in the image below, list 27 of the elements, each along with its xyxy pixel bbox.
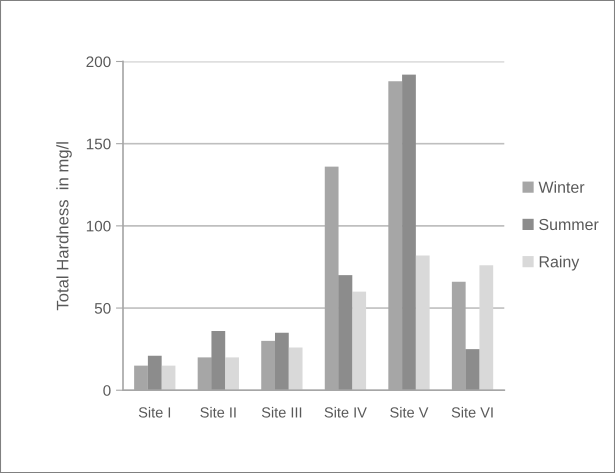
y-axis-title: Total Hardness in mg/l [56, 142, 72, 310]
bar [402, 74, 416, 390]
y-tick-label: 100 [86, 220, 111, 232]
legend-label: Summer [539, 218, 599, 230]
x-tick-label: Site III [262, 406, 302, 418]
bar [162, 366, 176, 390]
bar [288, 347, 303, 390]
bar [416, 255, 430, 390]
legend-label: Rainy [540, 256, 580, 271]
x-tick-label: Site V [390, 406, 428, 418]
y-tick-label: 150 [86, 138, 111, 150]
bar [211, 331, 226, 390]
x-tick-label: Site II [200, 406, 236, 418]
bar [479, 265, 494, 390]
x-tick-label: Site VI [452, 406, 493, 418]
bar [352, 292, 366, 390]
bar [148, 356, 162, 390]
y-tick-label: 0 [103, 385, 111, 396]
bar [274, 332, 289, 390]
legend-label: Winter [538, 181, 584, 193]
y-tick-label: 200 [86, 56, 111, 68]
x-tick-label: Site IV [324, 406, 367, 418]
bar [225, 357, 239, 390]
y-tick-label: 50 [94, 302, 111, 314]
x-tick-label: Site I [138, 406, 170, 418]
bar [466, 349, 480, 390]
bar [338, 275, 352, 390]
